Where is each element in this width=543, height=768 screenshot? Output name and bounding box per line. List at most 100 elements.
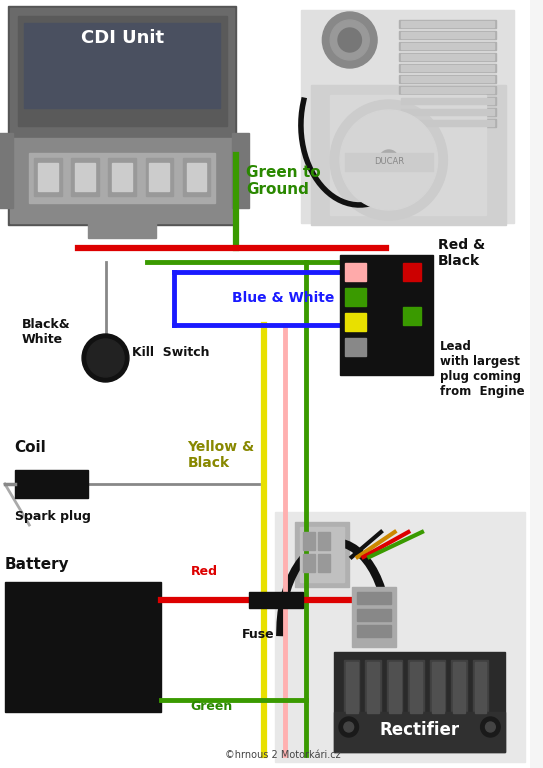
Bar	[300, 527, 344, 582]
Bar	[399, 42, 496, 50]
Bar	[387, 660, 402, 715]
Bar	[345, 263, 367, 281]
Circle shape	[323, 12, 377, 68]
Bar	[146, 158, 173, 196]
Text: Lead
with largest
plug coming
from  Engine: Lead with largest plug coming from Engin…	[440, 340, 524, 398]
Bar	[389, 662, 401, 713]
Bar	[275, 512, 525, 762]
Bar	[303, 532, 314, 550]
Text: ©hrnous 2 Motorkári.cz: ©hrnous 2 Motorkári.cz	[225, 750, 340, 760]
Bar	[303, 554, 314, 572]
Bar	[352, 587, 396, 647]
Bar	[295, 522, 349, 587]
Bar	[401, 21, 494, 27]
Bar	[403, 307, 421, 325]
Bar	[399, 64, 496, 72]
Bar	[346, 662, 357, 713]
Bar	[399, 53, 496, 61]
Bar	[408, 660, 424, 715]
Bar	[473, 660, 489, 715]
Bar	[345, 153, 433, 171]
Bar	[318, 554, 330, 572]
Bar	[399, 119, 496, 127]
Text: Fuse: Fuse	[242, 628, 275, 641]
Bar	[301, 10, 514, 223]
Bar	[231, 133, 249, 208]
Bar	[401, 32, 494, 38]
Bar	[430, 660, 445, 715]
Bar	[112, 163, 132, 191]
Bar	[340, 255, 433, 375]
Text: Coil: Coil	[15, 440, 46, 455]
Bar	[182, 158, 210, 196]
Bar	[411, 662, 422, 713]
Text: Spark plug: Spark plug	[15, 510, 91, 523]
Bar	[401, 76, 494, 82]
Bar	[401, 120, 494, 126]
Bar	[345, 288, 367, 306]
Bar	[10, 8, 235, 138]
Bar	[451, 660, 467, 715]
Bar	[330, 95, 487, 215]
Bar	[399, 31, 496, 39]
Bar	[367, 662, 379, 713]
Text: Red &
Black: Red & Black	[438, 238, 485, 268]
Bar	[10, 138, 235, 223]
Bar	[24, 23, 220, 108]
Bar	[34, 158, 61, 196]
Bar	[88, 218, 156, 238]
Circle shape	[338, 28, 362, 52]
Bar	[399, 97, 496, 105]
Circle shape	[485, 722, 495, 732]
Text: Green: Green	[191, 700, 233, 713]
Circle shape	[379, 150, 399, 170]
Bar	[187, 163, 206, 191]
Bar	[401, 98, 494, 104]
Bar	[345, 313, 367, 331]
Bar	[401, 43, 494, 49]
Bar	[475, 662, 487, 713]
Bar	[399, 86, 496, 94]
Circle shape	[340, 110, 438, 210]
Bar	[71, 158, 99, 196]
Bar	[357, 609, 391, 621]
Bar	[357, 592, 391, 604]
Bar	[345, 338, 367, 356]
Circle shape	[481, 717, 500, 737]
Bar	[399, 108, 496, 116]
Circle shape	[87, 339, 124, 377]
Bar	[318, 532, 330, 550]
Bar	[357, 625, 391, 637]
Bar	[401, 54, 494, 60]
Bar	[401, 65, 494, 71]
Text: CDI Unit: CDI Unit	[80, 29, 163, 47]
Text: Rectifier: Rectifier	[379, 721, 459, 739]
Bar	[15, 470, 88, 498]
Bar	[29, 153, 215, 203]
Circle shape	[330, 20, 369, 60]
Text: Battery: Battery	[5, 557, 70, 572]
Bar	[109, 158, 136, 196]
Bar	[311, 85, 506, 225]
Bar	[249, 592, 303, 608]
Bar	[75, 163, 95, 191]
Circle shape	[330, 100, 447, 220]
Bar	[344, 660, 359, 715]
Bar	[365, 660, 381, 715]
Bar	[399, 20, 496, 28]
Bar	[453, 662, 465, 713]
Circle shape	[82, 334, 129, 382]
Text: Green to
Ground: Green to Ground	[246, 165, 321, 197]
Bar	[281, 5, 523, 233]
Bar	[8, 6, 236, 225]
Bar	[334, 712, 505, 752]
Bar	[17, 16, 226, 126]
Text: Yellow &
Black: Yellow & Black	[187, 440, 255, 470]
Bar	[0, 133, 12, 208]
Bar	[334, 652, 505, 752]
Bar	[5, 582, 161, 712]
Circle shape	[339, 717, 358, 737]
Bar	[432, 662, 444, 713]
Text: Kill  Switch: Kill Switch	[132, 346, 210, 359]
Bar	[38, 163, 58, 191]
